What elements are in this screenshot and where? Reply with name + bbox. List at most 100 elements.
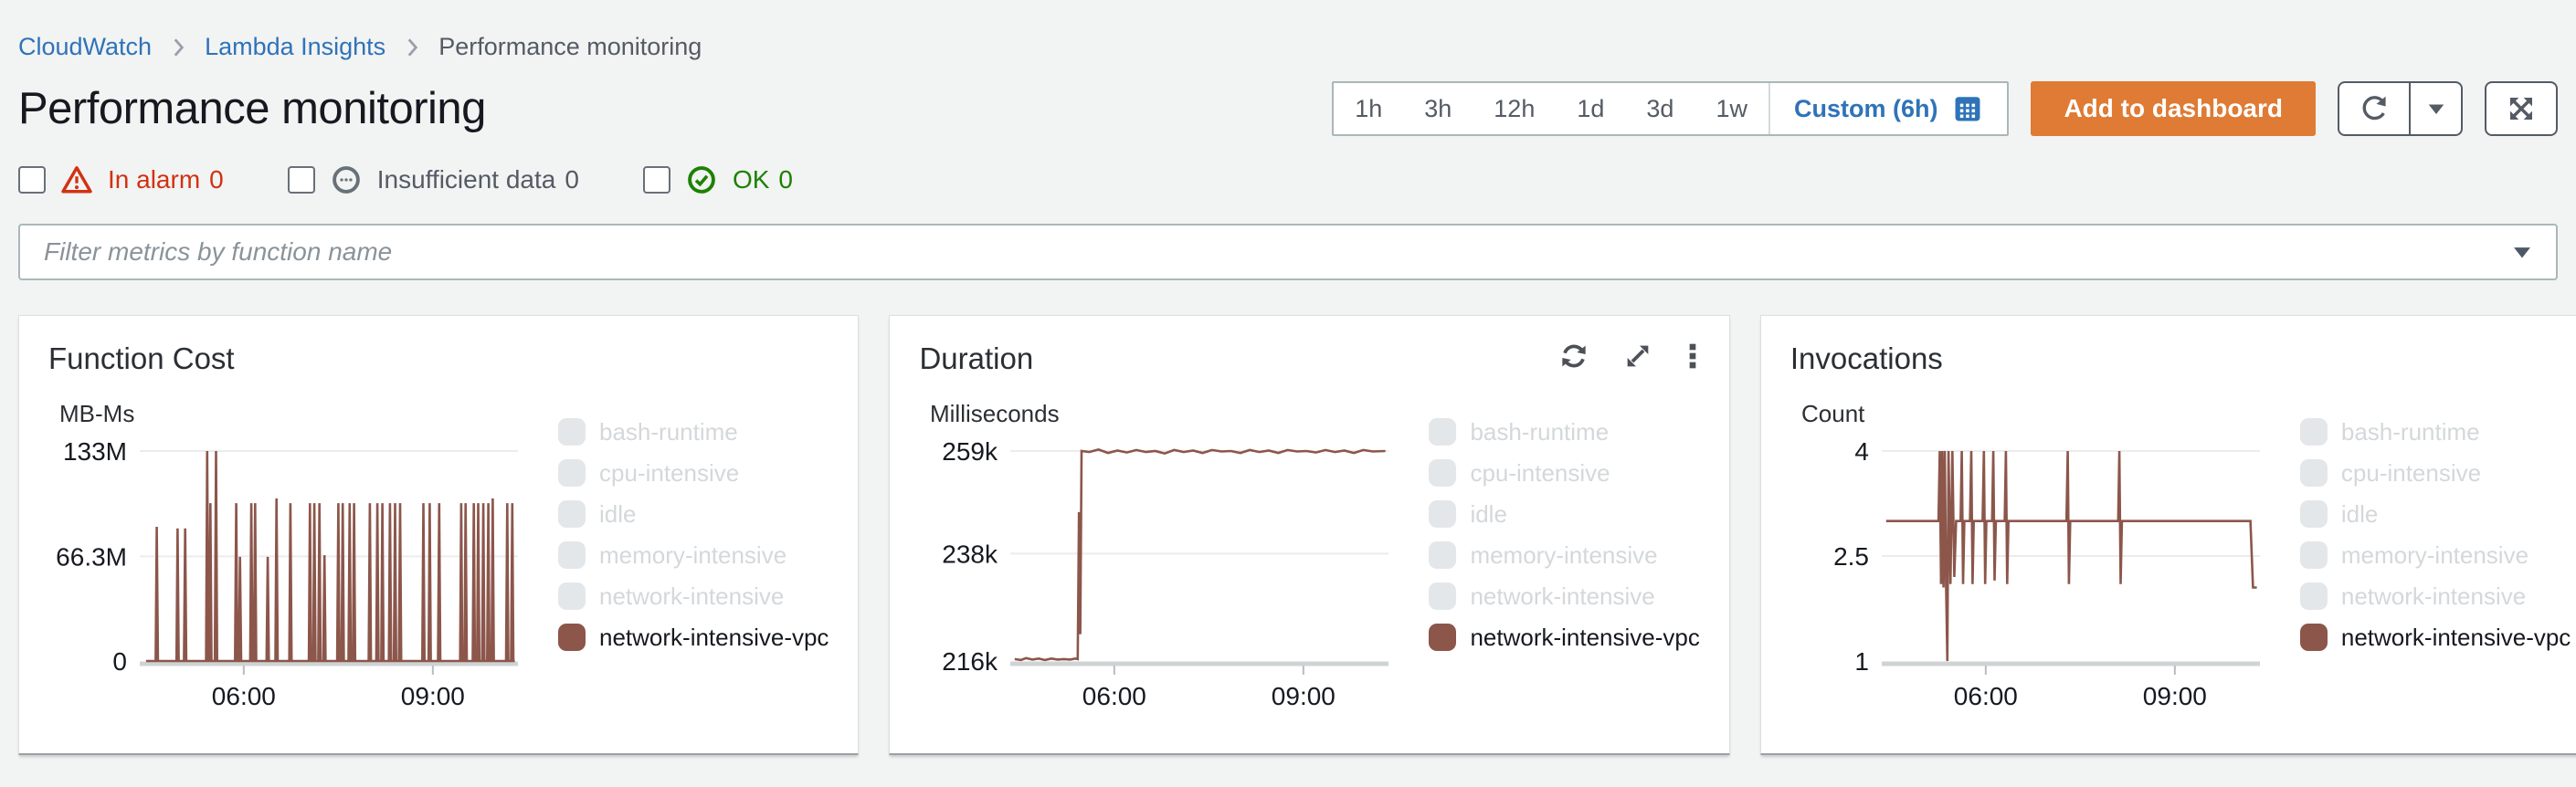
legend-swatch [1429, 582, 1457, 610]
chart-kebab-menu-icon[interactable] [1687, 341, 1698, 371]
legend-item-network-intensive-vpc[interactable]: network-intensive-vpc [558, 624, 829, 651]
chevron-right-icon [166, 36, 190, 59]
legend-label: bash-runtime [2340, 417, 2480, 446]
legend-label: memory-intensive [2340, 540, 2529, 569]
legend-item-memory-intensive[interactable]: memory-intensive [1429, 541, 1699, 569]
time-range-selector: 1h 3h 12h 1d 3d 1w Custom (6h) [1332, 81, 2010, 136]
legend-label: idle [1470, 499, 1507, 528]
alarm-filter-row: In alarm 0 Insufficient data 0 [18, 163, 2558, 196]
insufficient-data-checkbox[interactable] [287, 166, 315, 194]
refresh-options-caret-button[interactable] [2410, 81, 2463, 136]
legend-swatch [558, 500, 586, 528]
legend-label: network-intensive-vpc [2340, 623, 2571, 651]
legend-item-bash-runtime[interactable]: bash-runtime [558, 418, 829, 446]
legend-swatch [2299, 541, 2328, 569]
y-axis-unit-label: Milliseconds [930, 400, 1060, 427]
y-tick-label: 2.5 [1833, 542, 1869, 571]
legend-label: idle [599, 499, 637, 528]
chart-refresh-icon[interactable] [1559, 341, 1589, 371]
y-tick-label: 1 [1854, 647, 1869, 676]
legend-swatch [2299, 582, 2328, 610]
legend-item-network-intensive-vpc[interactable]: network-intensive-vpc [2299, 623, 2571, 651]
time-range-custom-label: Custom (6h) [1793, 94, 1938, 122]
legend-item-memory-intensive[interactable]: memory-intensive [558, 541, 829, 569]
legend-item-network-intensive[interactable]: network-intensive [558, 582, 829, 610]
legend-label: idle [2340, 499, 2379, 528]
in-alarm-count: 0 [209, 165, 224, 194]
y-tick-label: 216k [943, 647, 999, 676]
time-range-1d[interactable]: 1d [1577, 94, 1605, 122]
series-network-intensive-vpc [1885, 450, 2257, 662]
legend-item-memory-intensive[interactable]: memory-intensive [2299, 540, 2571, 569]
page-title: Performance monitoring [18, 84, 486, 133]
breadcrumb-link-cloudwatch[interactable]: CloudWatch [18, 33, 153, 60]
ok-label: OK [732, 165, 770, 194]
time-range-3h[interactable]: 3h [1424, 94, 1452, 122]
legend-label: network-intensive-vpc [599, 623, 829, 651]
fullscreen-icon [2507, 94, 2536, 123]
legend-item-network-intensive[interactable]: network-intensive [1429, 582, 1699, 610]
y-axis-unit-label: MB-Ms [59, 400, 134, 427]
ok-count: 0 [778, 165, 793, 194]
legend-swatch [558, 541, 586, 569]
metric-filter-input[interactable] [18, 224, 2558, 280]
time-range-3d[interactable]: 3d [1646, 94, 1674, 122]
card-toolbar [1559, 341, 1698, 371]
legend-item-idle[interactable]: idle [558, 500, 829, 528]
legend-swatch [2299, 500, 2328, 528]
legend-swatch [1429, 624, 1457, 651]
legend-item-cpu-intensive[interactable]: cpu-intensive [2299, 459, 2571, 487]
ok-checkbox[interactable] [642, 166, 670, 194]
page: CloudWatch Lambda Insights Performance m… [18, 0, 2576, 755]
time-range-12h[interactable]: 12h [1494, 94, 1536, 122]
legend-label: memory-intensive [1470, 540, 1658, 569]
chart-cards: Function Cost MB-Ms 133M 66.3M 0 06:00 09:00 … [18, 315, 2576, 755]
time-range-1h[interactable]: 1h [1355, 94, 1383, 122]
y-tick-label: 66.3M [56, 542, 127, 571]
alarm-warning-icon [60, 163, 93, 196]
refresh-button-group [2338, 81, 2463, 136]
page-header: Performance monitoring 1h 3h 12h 1d 3d 1… [18, 81, 2558, 136]
insufficient-data-label: Insufficient data [376, 165, 556, 194]
legend-swatch [558, 459, 586, 487]
alarm-filter-insufficient-data: Insufficient data 0 [287, 163, 579, 196]
refresh-icon [2359, 93, 2390, 124]
breadcrumb: CloudWatch Lambda Insights Performance m… [18, 0, 2558, 61]
metric-filter [18, 224, 2558, 280]
legend-item-network-intensive-vpc[interactable]: network-intensive-vpc [1429, 623, 1700, 651]
chart-legend: bash-runtime cpu-intensive idle memory-inte… [558, 398, 829, 712]
function-cost-chart: MB-Ms 133M 66.3M 0 06:00 09:00 [56, 400, 518, 710]
legend-swatch [1429, 541, 1457, 569]
legend-label: network-intensive [1470, 582, 1655, 610]
in-alarm-label: In alarm [108, 165, 201, 194]
legend-item-idle[interactable]: idle [1429, 500, 1699, 528]
legend-label: network-intensive-vpc [1470, 623, 1700, 651]
breadcrumb-link-lambda-insights[interactable]: Lambda Insights [205, 33, 386, 60]
legend-item-idle[interactable]: idle [2299, 499, 2571, 528]
in-alarm-checkbox[interactable] [18, 166, 46, 194]
chart-expand-icon[interactable] [1623, 341, 1652, 371]
legend-swatch [558, 582, 586, 610]
legend-item-bash-runtime[interactable]: bash-runtime [1429, 418, 1699, 446]
fullscreen-button[interactable] [2485, 81, 2558, 136]
legend-swatch [2299, 624, 2328, 651]
legend-label: memory-intensive [599, 540, 787, 569]
time-range-1w[interactable]: 1w [1716, 94, 1747, 122]
refresh-button[interactable] [2338, 81, 2411, 136]
x-tick-label: 06:00 [212, 682, 276, 710]
invocations-chart: Count 4 2.5 1 06:00 09:00 [1801, 400, 2260, 710]
legend-item-cpu-intensive[interactable]: cpu-intensive [1429, 459, 1699, 487]
legend-swatch [1429, 459, 1457, 487]
header-controls: 1h 3h 12h 1d 3d 1w Custom (6h) [1332, 81, 2558, 136]
legend-item-bash-runtime[interactable]: bash-runtime [2299, 417, 2571, 446]
legend-item-cpu-intensive[interactable]: cpu-intensive [558, 459, 829, 487]
legend-swatch [558, 418, 586, 446]
card-duration: Duration [889, 315, 1730, 755]
legend-item-network-intensive[interactable]: network-intensive [2299, 582, 2571, 610]
y-axis-unit-label: Count [1801, 400, 1865, 427]
chart-legend: bash-runtime cpu-intensive idle memory-inte… [1429, 398, 1700, 712]
legend-swatch [2299, 418, 2328, 446]
time-range-custom[interactable]: Custom (6h) [1768, 83, 2008, 134]
x-tick-label: 09:00 [1272, 682, 1336, 710]
add-to-dashboard-button[interactable]: Add to dashboard [2031, 81, 2316, 136]
